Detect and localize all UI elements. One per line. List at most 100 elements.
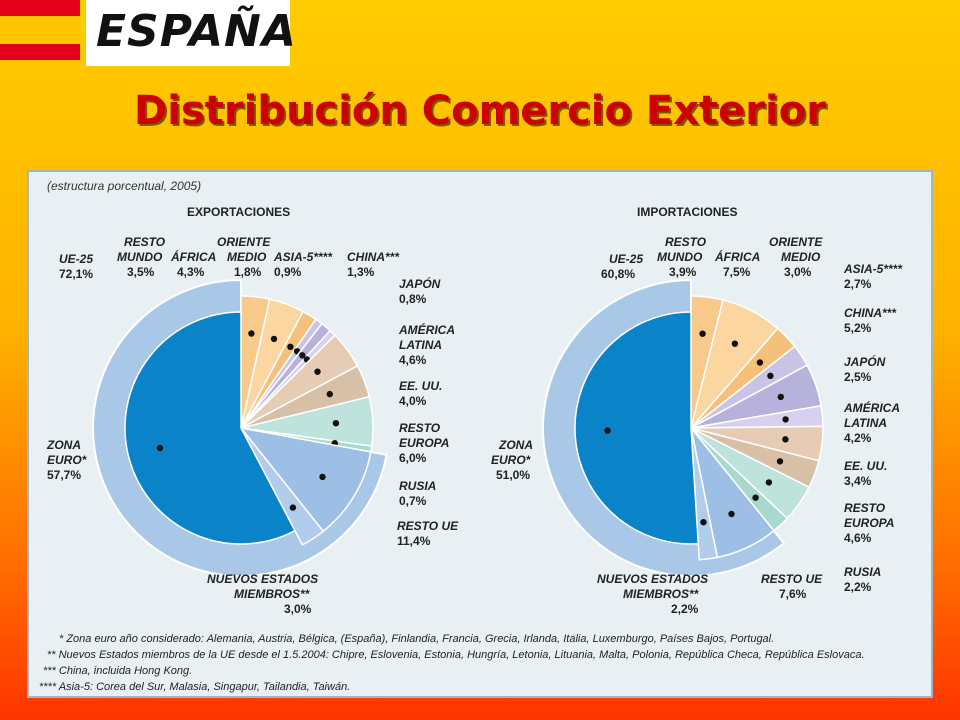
leader-dot: [319, 473, 326, 481]
import-label-africa-value: 7,5%: [723, 265, 751, 279]
leader-dot: [604, 427, 611, 434]
import-label-america-name2: LATINA: [844, 416, 887, 430]
export-label-nuevos-name2: MIEMBROS**: [234, 587, 311, 601]
page-title: Distribución Comercio Exterior: [134, 88, 826, 134]
import-label-rusia-value: 2,2%: [844, 580, 872, 594]
export-label-zonaeuro-value: 57,7%: [47, 468, 81, 482]
import-label-eeuu-name: EE. UU.: [844, 459, 887, 473]
leader-dot: [314, 368, 321, 375]
export-label-oriente-name1: ORIENTE: [217, 235, 271, 249]
export-pie: [92, 278, 388, 577]
leader-dot: [765, 479, 773, 486]
import-label-america-name1: AMÉRICA: [843, 400, 900, 415]
leader-dot: [270, 335, 278, 343]
leader-dot: [731, 340, 739, 347]
import-label-restoeuropa-name1: RESTO: [844, 501, 886, 515]
leader-dot: [777, 393, 784, 401]
export-label-rusia-name: RUSIA: [399, 479, 436, 493]
chart-panel: (estructura porcentual, 2005) EXPORTACIO…: [27, 170, 933, 698]
footnote-1: * Zona euro año considerado: Alemania, A…: [59, 633, 774, 645]
export-label-america-name1: AMÉRICA: [398, 322, 455, 337]
logo-text: ESPAÑA: [96, 6, 297, 57]
export-label-restoeuropa-value: 6,0%: [399, 451, 427, 465]
import-label-nuevos-name2: MIEMBROS**: [623, 587, 700, 601]
export-chart: EXPORTACIONES UE-25 72,1% RESTO MUNDO 3,…: [46, 205, 459, 616]
export-label-restoeuropa-name2: EUROPA: [399, 436, 449, 450]
leader-dot: [156, 444, 164, 452]
import-label-asia5-name: ASIA-5****: [843, 262, 903, 276]
import-title: IMPORTACIONES: [637, 205, 737, 219]
import-label-ue25-value: 60,8%: [601, 267, 635, 281]
import-label-restomundo-name2: MUNDO: [657, 250, 703, 264]
import-label-japon-name: JAPÓN: [844, 354, 886, 369]
import-label-restoue-value: 7,6%: [779, 587, 807, 601]
import-label-restomundo-name1: RESTO: [665, 235, 707, 249]
import-label-china-name: CHINA***: [844, 306, 897, 320]
leader-dot: [699, 330, 706, 337]
import-label-japon-value: 2,5%: [844, 370, 872, 384]
import-label-oriente-name2: MEDIO: [781, 250, 821, 264]
import-label-china-value: 5,2%: [844, 321, 872, 335]
leader-dot: [728, 510, 735, 518]
export-label-restoeuropa-name1: RESTO: [399, 421, 441, 435]
leader-dot: [289, 504, 297, 511]
export-label-ue25-name: UE-25: [59, 252, 93, 266]
import-label-rusia-name: RUSIA: [844, 565, 881, 579]
export-label-japon-value: 0,8%: [399, 292, 427, 306]
export-label-china-value: 1,3%: [347, 265, 375, 279]
import-label-africa-name: ÁFRICA: [714, 249, 760, 264]
import-label-america-value: 4,2%: [844, 431, 872, 445]
import-label-eeuu-value: 3,4%: [844, 474, 872, 488]
export-label-africa-value: 4,3%: [177, 265, 205, 279]
spain-flag: [0, 0, 80, 66]
export-label-oriente-value: 1,8%: [234, 265, 262, 279]
export-label-china-name: CHINA***: [347, 250, 400, 264]
export-label-nuevos-value: 3,0%: [284, 602, 312, 616]
export-label-japon-name: JAPÓN: [399, 276, 441, 291]
import-label-restoue-name: RESTO UE: [761, 572, 823, 586]
pie-slice-zona-euro-: [124, 311, 296, 545]
export-label-oriente-name2: MEDIO: [227, 250, 267, 264]
export-title: EXPORTACIONES: [187, 205, 290, 219]
footnote-2: ** Nuevos Estados miembros de la UE desd…: [47, 649, 865, 661]
charts-svg: (estructura porcentual, 2005) EXPORTACIO…: [39, 179, 903, 693]
export-label-eeuu-name: EE. UU.: [399, 379, 442, 393]
export-label-nuevos-name1: NUEVOS ESTADOS: [207, 572, 318, 586]
export-label-america-name2: LATINA: [399, 338, 442, 352]
leader-dot: [782, 436, 789, 443]
export-label-rusia-value: 0,7%: [399, 494, 427, 508]
leader-dot: [248, 330, 255, 337]
export-label-africa-name: ÁFRICA: [170, 249, 216, 264]
leader-dot: [287, 343, 294, 350]
import-chart: IMPORTACIONES UE-25 60,8% RESTO MUNDO 3,…: [491, 205, 903, 616]
import-label-zonaeuro-value: 51,0%: [496, 468, 530, 482]
import-label-asia5-value: 2,7%: [844, 277, 872, 291]
import-label-nuevos-name1: NUEVOS ESTADOS: [597, 572, 708, 586]
export-label-ue25-value: 72,1%: [59, 267, 93, 281]
export-label-asia5-value: 0,9%: [274, 265, 302, 279]
export-label-zonaeuro-name1: ZONA: [46, 438, 81, 452]
pie-slice-nuevos-estados-miembros-: [240, 427, 325, 546]
leader-dot: [332, 420, 340, 427]
pie-slice-zona-euro-: [574, 311, 700, 545]
import-label-ue25-name: UE-25: [609, 252, 643, 266]
export-label-restomundo-value: 3,5%: [127, 265, 155, 279]
import-pie: [541, 278, 824, 577]
leader-dot: [326, 390, 333, 398]
export-label-restoue-name: RESTO UE: [397, 519, 459, 533]
export-label-restoue-value: 11,4%: [397, 534, 431, 548]
pie-slice-resto-ue: [239, 426, 372, 533]
import-label-zonaeuro-name1: ZONA: [498, 438, 533, 452]
import-label-nuevos-value: 2,2%: [671, 602, 699, 616]
leader-dot: [700, 519, 707, 526]
leader-dot: [299, 352, 306, 359]
import-label-restomundo-value: 3,9%: [669, 265, 697, 279]
leader-dot: [776, 458, 784, 465]
import-label-restoeuropa-value: 4,6%: [844, 531, 872, 545]
import-label-restoeuropa-name2: EUROPA: [844, 516, 894, 530]
export-label-america-value: 4,6%: [399, 353, 427, 367]
import-label-zonaeuro-name2: EURO*: [491, 453, 532, 467]
leader-dot: [756, 359, 764, 366]
import-label-oriente-name1: ORIENTE: [769, 235, 823, 249]
chart-subtitle: (estructura porcentual, 2005): [47, 179, 201, 193]
